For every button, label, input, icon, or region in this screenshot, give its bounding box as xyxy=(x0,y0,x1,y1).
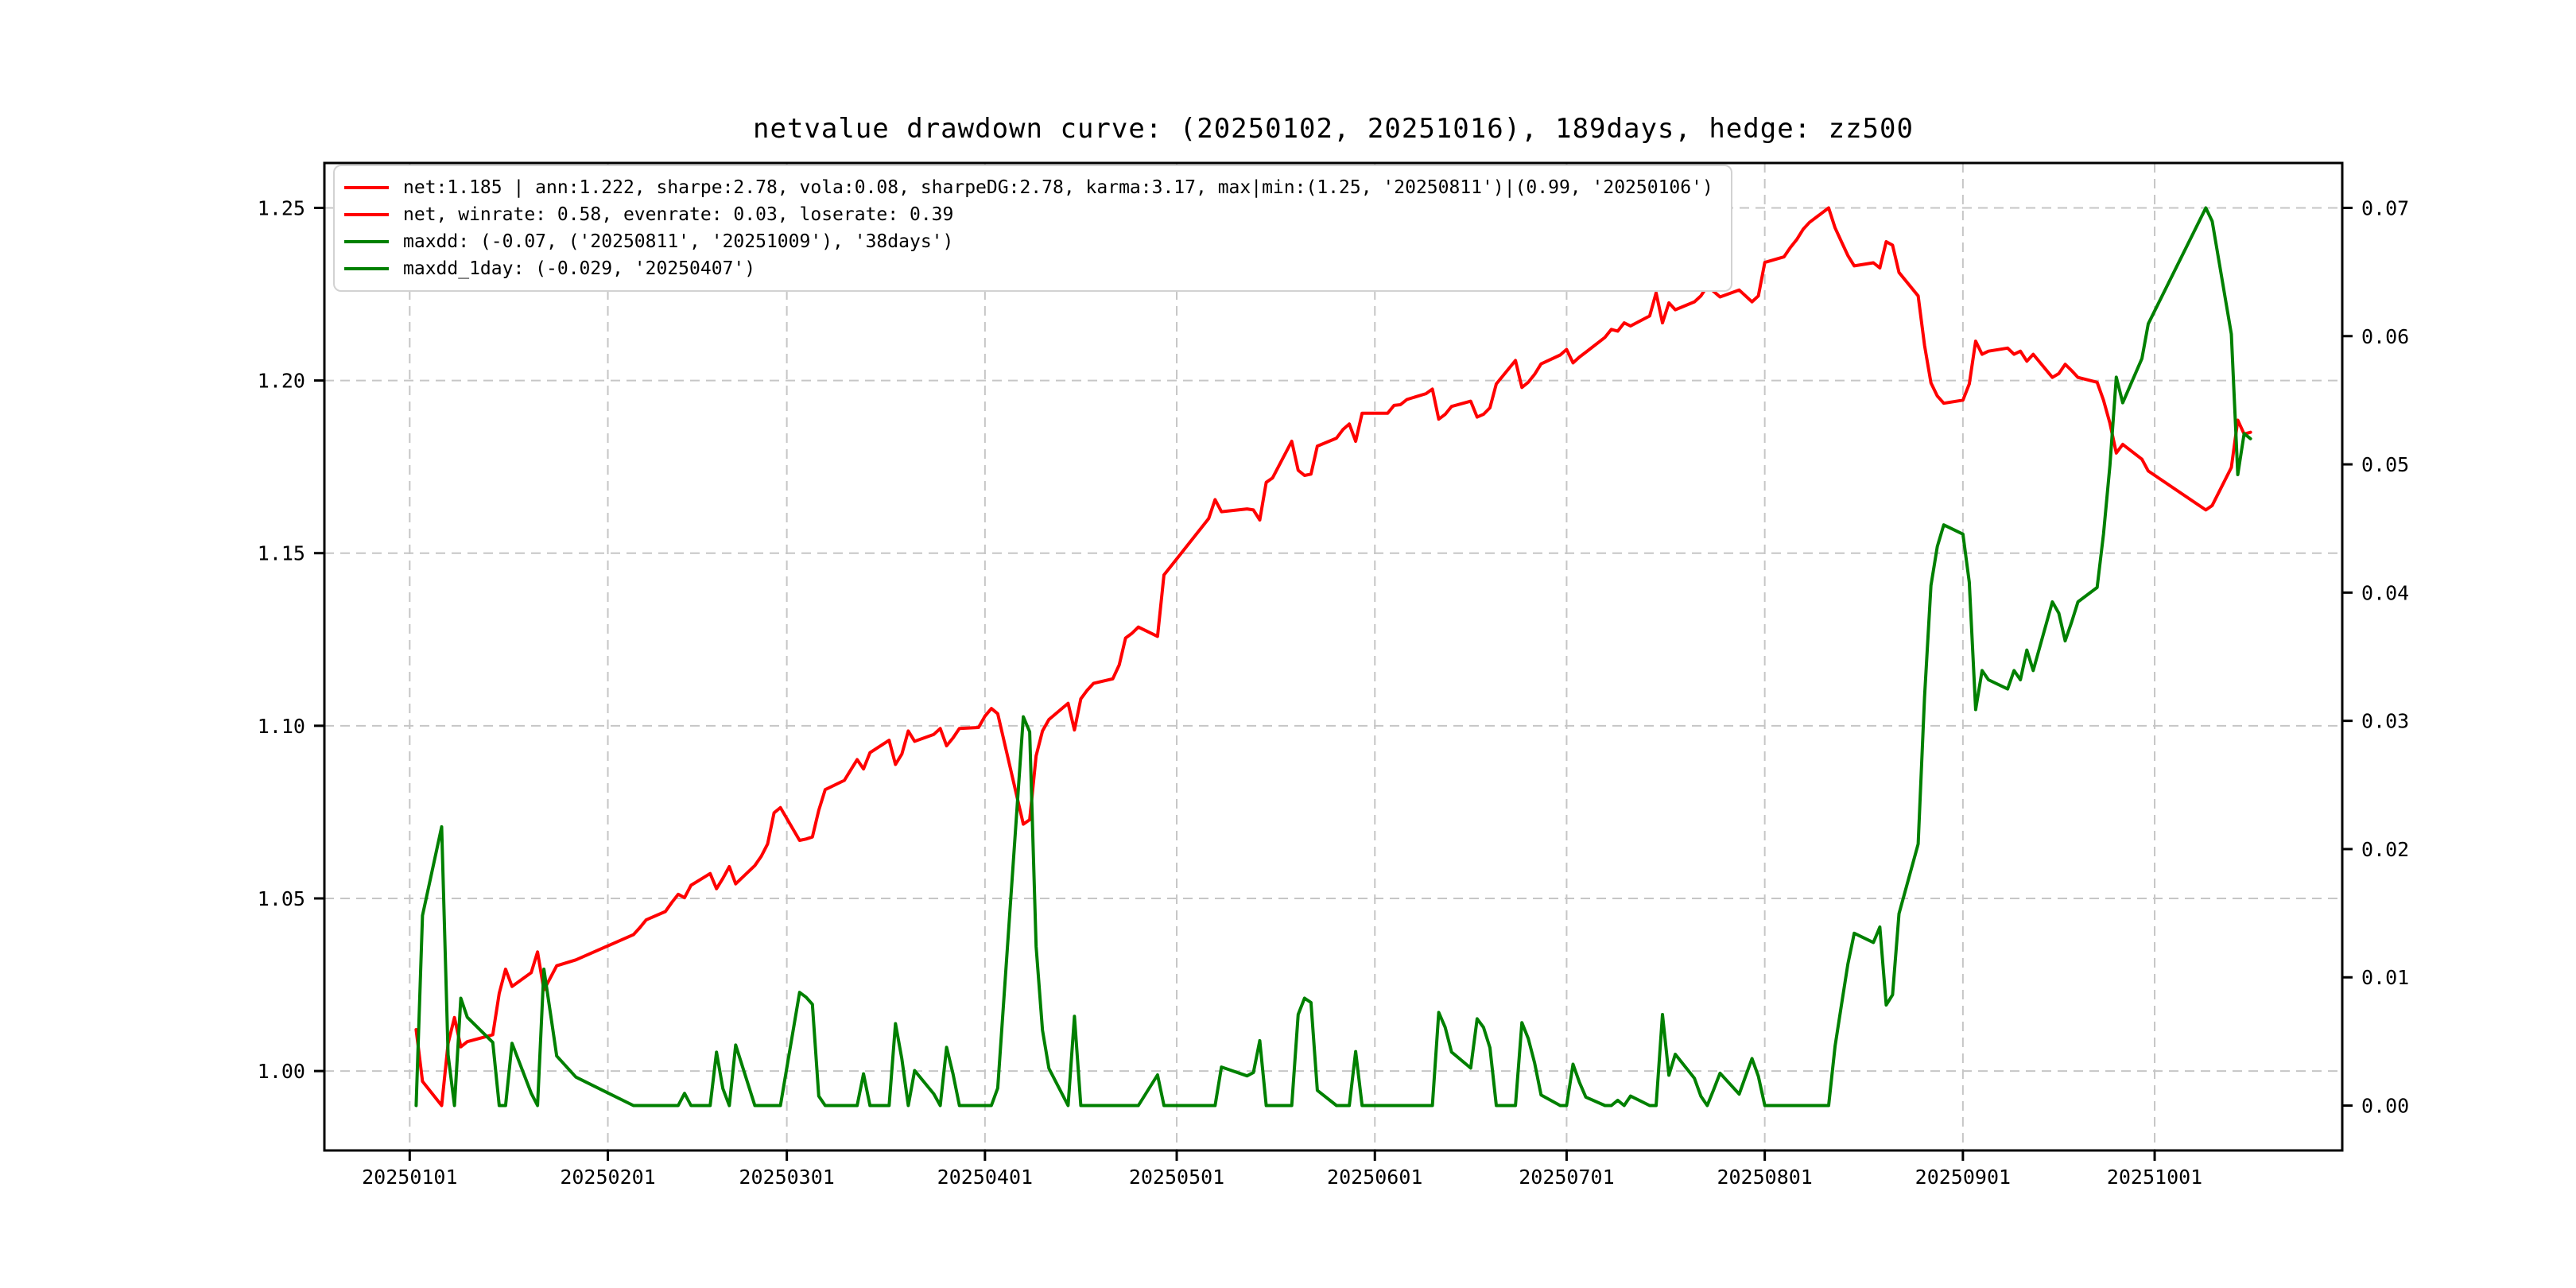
x-tick-label: 20250401 xyxy=(937,1166,1033,1189)
legend-label-net-stats: net:1.185 | ann:1.222, sharpe:2.78, vola… xyxy=(403,177,1713,198)
y-left-tick-label: 1.25 xyxy=(258,196,305,219)
x-tick-label: 20250201 xyxy=(560,1166,655,1189)
plot-frame xyxy=(323,161,2344,1152)
y-right-tick-label: 0.05 xyxy=(2361,453,2409,476)
y-right-tick-label: 0.06 xyxy=(2361,325,2409,348)
y-right-tick-label: 0.07 xyxy=(2361,196,2409,219)
x-tick-label: 20250501 xyxy=(1129,1166,1224,1189)
x-tick-label: 20251001 xyxy=(2107,1166,2202,1189)
y-right-tick-label: 0.04 xyxy=(2361,581,2409,604)
y-left-tick-label: 1.20 xyxy=(258,370,305,393)
drawdown-line-swatch xyxy=(344,267,389,270)
legend-label-net-rates: net, winrate: 0.58, evenrate: 0.03, lose… xyxy=(403,204,954,225)
y-left-tick-label: 1.00 xyxy=(258,1060,305,1083)
x-tick-label: 20250801 xyxy=(1717,1166,1812,1189)
x-tick-label: 20250101 xyxy=(362,1166,457,1189)
chart-title: netvalue drawdown curve: (20250102, 2025… xyxy=(753,113,1914,145)
x-tick-label: 20250901 xyxy=(1915,1166,2011,1189)
y-left-tick-label: 1.10 xyxy=(258,715,305,738)
legend-item-maxdd: maxdd: (-0.07, ('20250811', '20251009'),… xyxy=(344,228,1713,255)
drawdown-curve xyxy=(414,206,2252,1108)
y-right-tick-label: 0.02 xyxy=(2361,838,2409,861)
net-line-swatch xyxy=(344,186,389,189)
y-left-tick-label: 1.05 xyxy=(258,887,305,910)
y-right-tick-label: 0.03 xyxy=(2361,710,2409,733)
net-curve xyxy=(414,206,2252,1108)
legend-label-maxdd-1day: maxdd_1day: (-0.029, '20250407') xyxy=(403,258,756,279)
legend-item-net-stats: net:1.185 | ann:1.222, sharpe:2.78, vola… xyxy=(344,174,1713,201)
y-left-tick-label: 1.15 xyxy=(258,542,305,565)
drawdown-line-swatch xyxy=(344,240,389,243)
legend: net:1.185 | ann:1.222, sharpe:2.78, vola… xyxy=(333,165,1732,292)
legend-item-maxdd-1day: maxdd_1day: (-0.029, '20250407') xyxy=(344,255,1713,282)
y-right-tick-label: 0.00 xyxy=(2361,1095,2409,1118)
y-right-tick-label: 0.01 xyxy=(2361,966,2409,989)
x-tick-label: 20250701 xyxy=(1519,1166,1614,1189)
x-tick-label: 20250301 xyxy=(739,1166,834,1189)
legend-item-net-rates: net, winrate: 0.58, evenrate: 0.03, lose… xyxy=(344,201,1713,228)
x-tick-label: 20250601 xyxy=(1327,1166,1422,1189)
net-line-swatch xyxy=(344,213,389,216)
legend-label-maxdd: maxdd: (-0.07, ('20250811', '20251009'),… xyxy=(403,231,954,252)
